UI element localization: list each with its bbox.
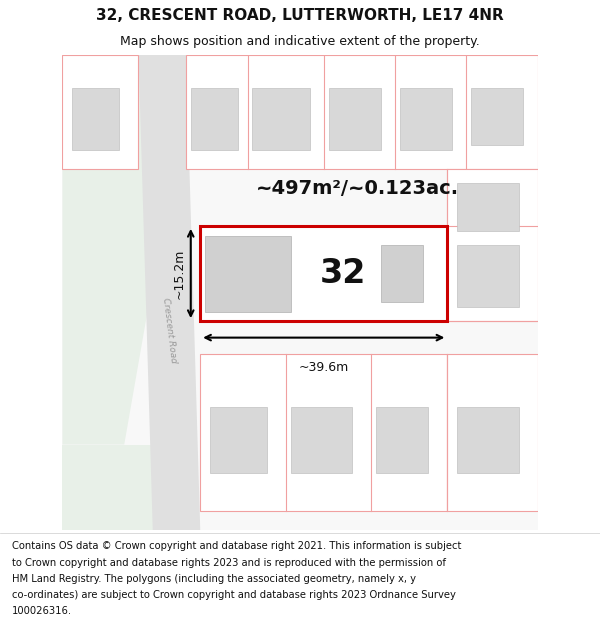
Bar [457, 183, 518, 231]
Bar [447, 169, 538, 321]
Text: Map shows position and indicative extent of the property.: Map shows position and indicative extent… [120, 35, 480, 48]
Bar [376, 406, 428, 473]
Polygon shape [139, 55, 200, 530]
Bar [471, 88, 523, 145]
Polygon shape [62, 444, 153, 530]
Polygon shape [62, 55, 157, 444]
Bar [290, 406, 352, 473]
Bar [457, 245, 518, 307]
Text: HM Land Registry. The polygons (including the associated geometry, namely x, y: HM Land Registry. The polygons (includin… [12, 574, 416, 584]
Bar [447, 354, 538, 511]
Bar [72, 88, 119, 150]
Bar [200, 226, 447, 321]
Text: 32, CRESCENT ROAD, LUTTERWORTH, LE17 4NR: 32, CRESCENT ROAD, LUTTERWORTH, LE17 4NR [96, 8, 504, 23]
Bar [210, 406, 267, 473]
Bar [205, 236, 290, 311]
Text: Contains OS data © Crown copyright and database right 2021. This information is : Contains OS data © Crown copyright and d… [12, 541, 461, 551]
Bar [329, 88, 381, 150]
Bar [191, 88, 238, 150]
Bar [457, 406, 518, 473]
Bar [253, 88, 310, 150]
Text: ~39.6m: ~39.6m [299, 361, 349, 374]
Bar [186, 55, 538, 169]
Text: 100026316.: 100026316. [12, 606, 72, 616]
Text: ~15.2m: ~15.2m [173, 248, 186, 299]
Text: to Crown copyright and database rights 2023 and is reproduced with the permissio: to Crown copyright and database rights 2… [12, 558, 446, 568]
Text: Crescent Road: Crescent Road [161, 298, 178, 364]
Polygon shape [62, 55, 139, 169]
Text: 32: 32 [320, 257, 366, 290]
Bar [400, 88, 452, 150]
Bar [381, 245, 424, 302]
Text: ~497m²/~0.123ac.: ~497m²/~0.123ac. [256, 179, 458, 198]
Text: co-ordinates) are subject to Crown copyright and database rights 2023 Ordnance S: co-ordinates) are subject to Crown copyr… [12, 590, 456, 600]
Bar [200, 354, 447, 511]
